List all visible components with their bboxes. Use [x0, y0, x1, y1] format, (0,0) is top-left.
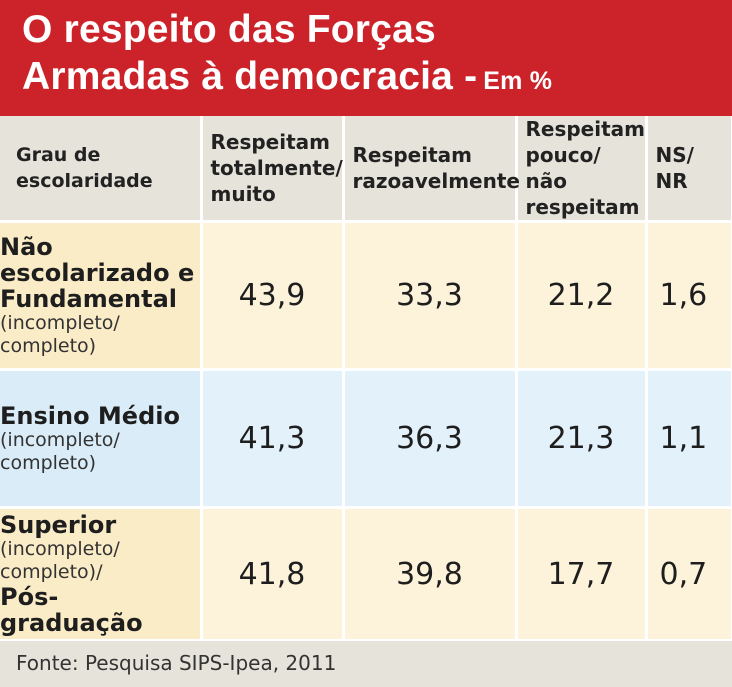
data-table: Grau de escolaridade Respeitam totalment…: [0, 116, 732, 642]
cell-value: 21,2: [516, 221, 648, 371]
cell-value: 41,8: [201, 507, 345, 642]
cell-value: 1,6: [646, 221, 732, 371]
cell-value: 39,8: [343, 507, 518, 642]
cell-value: 0,7: [646, 507, 732, 642]
table-row: Não escolarizado e Fundamental (incomple…: [0, 221, 732, 371]
title-line-2: Armadas à democracia - Em %: [22, 53, 732, 105]
cell-value: 17,7: [516, 507, 648, 642]
chart-title-banner: O respeito das Forças Armadas à democrac…: [0, 0, 732, 116]
title-line-1: O respeito das Forças: [22, 8, 436, 51]
row-name: Não escolarizado e Fundamental: [0, 232, 195, 313]
unit-label: Em %: [483, 67, 553, 95]
title-line-2-text: Armadas à democracia -: [22, 55, 478, 98]
row-detail: (incompleto/ completo): [0, 428, 120, 474]
cell-value: 33,3: [343, 221, 518, 371]
row-label: Não escolarizado e Fundamental (incomple…: [0, 221, 203, 371]
cell-value: 36,3: [343, 369, 518, 509]
row-name: Ensino Médio: [0, 401, 180, 430]
column-header-totalmente: Respeitam totalmente/ muito: [201, 116, 345, 223]
row-label: Ensino Médio (incompleto/ completo): [0, 369, 203, 509]
row-label: Superior (incompleto/ completo)/ Pós-gra…: [0, 507, 203, 642]
column-header-pouco: Respeitam pouco/ não respeitam: [516, 116, 648, 223]
table-row: Superior (incompleto/ completo)/ Pós-gra…: [0, 507, 732, 642]
header-row: Grau de escolaridade Respeitam totalment…: [0, 116, 732, 223]
column-header-razoavelmente: Respeitam razoavelmente: [343, 116, 520, 223]
row-name-suffix: Pós-graduação: [0, 583, 143, 637]
row-detail: (incompleto/ completo): [0, 311, 120, 357]
cell-value: 41,3: [201, 369, 345, 509]
row-detail: (incompleto/ completo)/: [0, 538, 120, 583]
column-header-nsnr: NS/ NR: [646, 116, 732, 223]
cell-value: 43,9: [201, 221, 345, 371]
source-note: Fonte: Pesquisa SIPS-Ipea, 2011: [0, 641, 732, 687]
column-header-escolaridade: Grau de escolaridade: [0, 116, 203, 223]
cell-value: 1,1: [646, 369, 732, 509]
cell-value: 21,3: [516, 369, 648, 509]
row-name: Superior: [0, 511, 117, 539]
table-row: Ensino Médio (incompleto/ completo) 41,3…: [0, 369, 732, 509]
